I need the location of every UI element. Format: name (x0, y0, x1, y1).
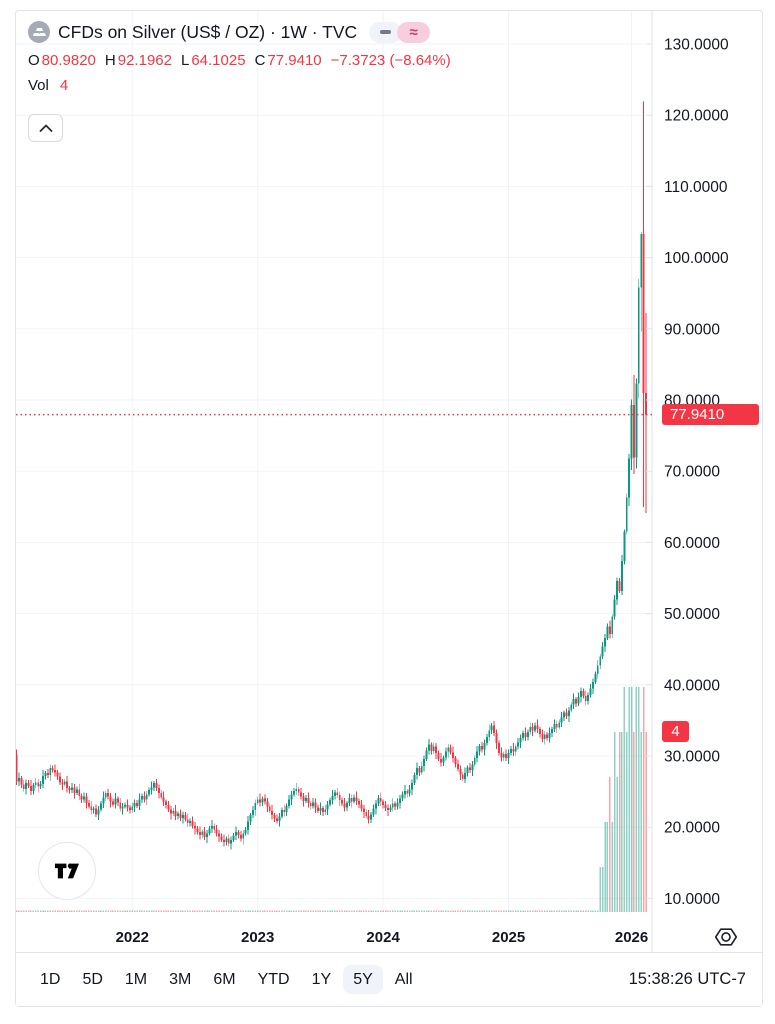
chevron-up-icon (39, 124, 52, 132)
range-button-1D[interactable]: 1D (30, 965, 70, 995)
minus-icon (380, 30, 392, 34)
tradingview-logo[interactable] (38, 842, 96, 900)
axes-layer: 130.0000120.0000110.0000100.000090.00008… (16, 11, 729, 952)
tradingview-logo-icon (55, 863, 79, 879)
range-buttons: 1D 5D 1M 3M 6M YTD 1Y 5Y All (30, 964, 423, 995)
range-button-3M[interactable]: 3M (159, 965, 201, 995)
price-axis-label: 40.0000 (664, 677, 720, 694)
open-value: O 80.9820 (28, 52, 96, 69)
change-value: −7.3723 (−8.64%) (330, 52, 451, 69)
time-axis-label: 2024 (366, 929, 400, 946)
high-value: H 92.1962 (104, 52, 172, 69)
last-price-badge-value: 77.9410 (670, 406, 725, 423)
legend: CFDs on Silver (US$ / OZ) · 1W · TVC ≈ O… (28, 21, 451, 94)
chart-widget: 130.0000 120.0000 110.0000 100.0000 90.0000 8… (15, 10, 763, 1007)
price-axis-label: 50.0000 (664, 606, 720, 623)
price-axis-label: 70.0000 (664, 464, 720, 481)
ohlc-row: O 80.9820 H 92.1962 L 64.1025 C 77.9410 −7.3… (28, 52, 451, 69)
time-axis-label: 2026 (615, 929, 648, 946)
range-button-YTD[interactable]: YTD (248, 965, 300, 995)
volume-badge: 4 (662, 721, 689, 742)
clock-display: 15:38:26 UTC-7 (628, 970, 746, 988)
legend-toggle-pills: ≈ (369, 21, 431, 43)
price-axis-label: 90.0000 (664, 321, 720, 338)
approx-pill-button[interactable]: ≈ (397, 21, 431, 43)
range-button-5Y[interactable]: 5Y (343, 964, 383, 995)
chart-area[interactable]: 130.0000 120.0000 110.0000 100.0000 90.0000 8… (16, 11, 762, 952)
time-axis-label: 2025 (492, 929, 525, 946)
price-axis-label: 30.0000 (664, 749, 720, 766)
price-axis-label: 100.0000 (664, 250, 729, 267)
time-axis-label: 2022 (116, 929, 149, 946)
price-axis-label: 120.0000 (664, 108, 729, 125)
price-axis-label: 130.0000 (664, 37, 729, 54)
volume-label: Vol (28, 77, 49, 94)
chart-svg[interactable]: 130.0000120.0000110.0000100.000090.00008… (16, 11, 762, 952)
candles-layer (16, 101, 647, 850)
grid-layer (16, 11, 652, 913)
low-value: L 64.1025 (180, 52, 246, 69)
volume-value: 4 (59, 77, 69, 94)
time-axis-label: 2023 (241, 929, 274, 946)
close-value: C 77.9410 (254, 52, 322, 69)
approx-icon: ≈ (409, 23, 418, 41)
price-axis-label: 110.0000 (664, 179, 728, 196)
range-button-6M[interactable]: 6M (203, 965, 245, 995)
price-axis-label: 10.0000 (664, 891, 720, 908)
minus-pill-button[interactable] (369, 21, 403, 43)
settings-hex-icon (714, 928, 738, 946)
price-axis-label: 60.0000 (664, 535, 720, 552)
volume-badge-value: 4 (671, 723, 680, 740)
volume-layer (16, 687, 647, 912)
symbol-title[interactable]: CFDs on Silver (US$ / OZ) · 1W · TVC (58, 21, 358, 42)
axis-settings-button[interactable] (712, 923, 740, 951)
price-axis-label: 20.0000 (664, 820, 720, 837)
volume-row: Vol 4 (28, 77, 451, 94)
range-button-All[interactable]: All (385, 965, 423, 995)
legend-symbol-row: CFDs on Silver (US$ / OZ) · 1W · TVC ≈ (28, 21, 451, 43)
range-button-1Y[interactable]: 1Y (302, 965, 342, 995)
range-button-1M[interactable]: 1M (115, 965, 157, 995)
legend-collapse-button[interactable] (28, 114, 63, 142)
silver-symbol-icon (28, 21, 50, 43)
last-price-badge: 77.9410 (662, 404, 759, 425)
range-button-5D[interactable]: 5D (72, 965, 112, 995)
bottom-toolbar: 1D 5D 1M 3M 6M YTD 1Y 5Y All 15:38:26 UTC-7 (16, 952, 762, 1006)
